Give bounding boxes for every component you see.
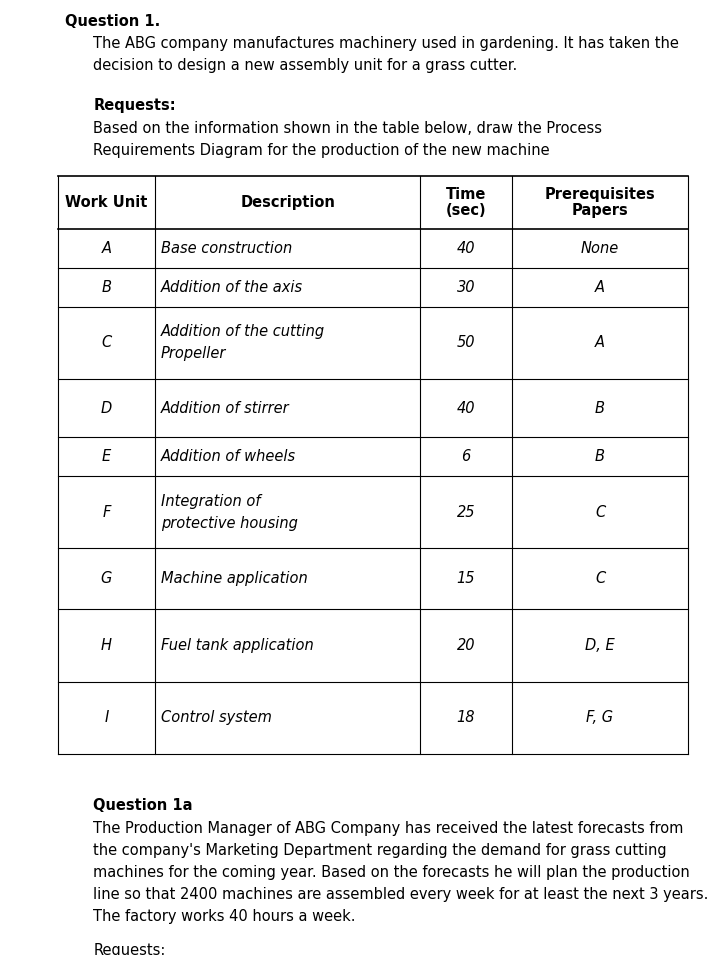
Text: F: F [103,505,110,520]
Text: 15: 15 [457,571,475,586]
Text: E: E [102,449,111,464]
Text: Addition of the cutting: Addition of the cutting [161,324,325,339]
Text: Addition of the axis: Addition of the axis [161,280,303,295]
Text: (sec): (sec) [446,203,486,219]
Text: Integration of: Integration of [161,494,260,509]
Text: Prerequisites: Prerequisites [545,186,655,202]
Text: machines for the coming year. Based on the forecasts he will plan the production: machines for the coming year. Based on t… [93,865,690,880]
Text: the company's Marketing Department regarding the demand for grass cutting: the company's Marketing Department regar… [93,842,667,858]
Text: Description: Description [240,195,336,210]
Text: Time: Time [446,186,486,202]
Text: The ABG company manufactures machinery used in gardening. It has taken the: The ABG company manufactures machinery u… [93,36,679,52]
Text: B: B [102,280,111,295]
Text: Control system: Control system [161,711,272,725]
Text: B: B [595,449,605,464]
Text: Fuel tank application: Fuel tank application [161,638,313,653]
Text: Base construction: Base construction [161,241,292,256]
Text: Requirements Diagram for the production of the new machine: Requirements Diagram for the production … [93,143,550,158]
Text: G: G [101,571,112,586]
Text: Requests:: Requests: [93,943,166,955]
Text: decision to design a new assembly unit for a grass cutter.: decision to design a new assembly unit f… [93,58,518,74]
Text: Question 1a: Question 1a [93,798,193,814]
Text: line so that 2400 machines are assembled every week for at least the next 3 year: line so that 2400 machines are assembled… [93,887,708,902]
Text: Requests:: Requests: [93,98,176,114]
Text: C: C [101,335,112,350]
Text: Addition of stirrer: Addition of stirrer [161,400,290,415]
Text: None: None [581,241,619,256]
Text: protective housing: protective housing [161,516,298,531]
Text: 25: 25 [457,505,475,520]
Text: The Production Manager of ABG Company has received the latest forecasts from: The Production Manager of ABG Company ha… [93,820,683,836]
Text: 6: 6 [461,449,470,464]
Text: The factory works 40 hours a week.: The factory works 40 hours a week. [93,909,356,924]
Text: Based on the information shown in the table below, draw the Process: Based on the information shown in the ta… [93,120,602,136]
Text: 50: 50 [457,335,475,350]
Text: Addition of wheels: Addition of wheels [161,449,296,464]
Text: C: C [595,505,605,520]
Text: I: I [104,711,109,725]
Text: 18: 18 [457,711,475,725]
Text: B: B [595,400,605,415]
Text: A: A [595,280,605,295]
Text: A: A [595,335,605,350]
Text: F, G: F, G [587,711,614,725]
Text: 30: 30 [457,280,475,295]
Text: D: D [101,400,112,415]
Text: D, E: D, E [585,638,615,653]
Text: H: H [101,638,112,653]
Text: C: C [595,571,605,586]
Text: 40: 40 [457,400,475,415]
Text: Machine application: Machine application [161,571,308,586]
Text: 20: 20 [457,638,475,653]
Text: A: A [102,241,111,256]
Text: 40: 40 [457,241,475,256]
Text: Papers: Papers [571,203,628,219]
Text: Propeller: Propeller [161,347,227,361]
Text: Work Unit: Work Unit [65,195,148,210]
Text: Question 1.: Question 1. [65,14,160,29]
